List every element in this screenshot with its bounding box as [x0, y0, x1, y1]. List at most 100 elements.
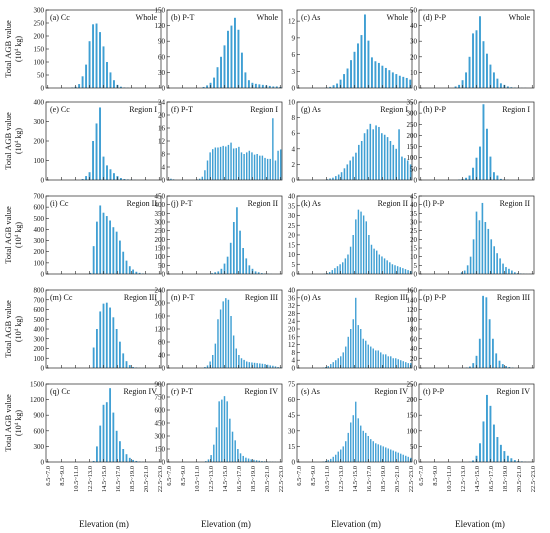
x-tick-label: 12.5~13.0 [208, 466, 215, 492]
y-axis-title: Total AGB value [3, 300, 13, 358]
bar [378, 254, 381, 274]
bar [232, 148, 235, 180]
y-tick-label: 800 [34, 287, 45, 295]
region-label: Region III [245, 293, 278, 302]
bar [392, 450, 394, 462]
panel-label: (c) As [301, 13, 320, 22]
bar [255, 460, 258, 462]
bar [472, 460, 474, 462]
bar [119, 86, 122, 88]
bar [201, 176, 204, 180]
y-tick-label: 0 [292, 271, 296, 279]
bar [337, 174, 340, 180]
y-tick-label: 4 [292, 357, 296, 365]
y-tick-label: 40 [410, 22, 418, 30]
bar [398, 129, 400, 180]
bar [490, 239, 493, 274]
bar [225, 298, 227, 369]
bar [472, 33, 474, 88]
y-tick-label: 12 [158, 138, 166, 146]
bar [350, 329, 352, 368]
bar [496, 175, 499, 180]
bar [109, 169, 112, 180]
bar [215, 427, 218, 462]
bar [372, 441, 374, 462]
bar [372, 129, 374, 180]
bar [119, 178, 122, 180]
y-tick-label: 32 [288, 302, 296, 310]
panel-label: (p) P-P [423, 293, 446, 302]
bar [343, 74, 346, 88]
bar [102, 303, 105, 368]
bar [253, 459, 255, 462]
bar [102, 212, 105, 274]
bar [481, 202, 484, 274]
bar [105, 216, 108, 274]
region-label: Region III [124, 293, 157, 302]
y-tick-label: 450 [155, 420, 166, 428]
y-tick-label: 8 [292, 114, 296, 122]
region-label: Region IV [496, 387, 530, 396]
y-tick-label: 160 [155, 313, 166, 321]
bar [489, 64, 492, 88]
y-tick-label: 15 [288, 241, 296, 249]
bar [482, 104, 485, 180]
bar [396, 266, 399, 274]
y-tick-label: 100 [407, 316, 418, 324]
bar [218, 401, 220, 462]
bar [501, 364, 504, 368]
bar [496, 253, 498, 274]
bar [478, 220, 481, 274]
panel-label: (r) P-T [171, 387, 193, 396]
y-tick-label: 60 [288, 396, 296, 404]
bar [239, 230, 241, 274]
bar [381, 256, 383, 274]
y-axis-unit: (104 kg) [14, 316, 23, 342]
y-tick-label: 400 [34, 226, 45, 234]
y-tick-label: 200 [407, 396, 418, 404]
bar [503, 451, 506, 462]
bar [234, 440, 236, 462]
y-tick-label: 0 [414, 459, 418, 467]
bar [264, 157, 266, 180]
bar [112, 227, 115, 274]
bar [214, 147, 217, 180]
bar [347, 336, 349, 368]
bar [482, 421, 485, 462]
bar [350, 422, 352, 462]
y-tick-label: 30 [410, 219, 418, 227]
y-tick-label: 1200 [30, 396, 45, 404]
y-tick-label: 0 [162, 177, 166, 185]
chart-panel: 0 150 300 450 600 750 900 (r) P-T Region IV 6.5~7… [155, 381, 285, 493]
bar [484, 222, 487, 274]
bar [366, 129, 369, 180]
bar [128, 266, 131, 274]
bar [360, 329, 362, 368]
bar [469, 256, 472, 274]
y-tick-label: 700 [34, 193, 45, 201]
y-tick-label: 350 [407, 99, 418, 107]
y-tick-label: 5 [414, 262, 418, 270]
y-tick-label: 50 [410, 7, 418, 15]
bar [132, 459, 134, 462]
chart-panel: 0 50 100 150 200 250 300 (a) Cc Whole [34, 7, 162, 93]
bar [486, 128, 488, 180]
y-tick-label: 20 [410, 53, 418, 61]
x-tick-label: 8.5~9.0 [180, 466, 187, 486]
bar [209, 361, 211, 368]
x-tick-label: 6.5~7.0 [166, 466, 173, 486]
bar [407, 456, 409, 462]
bar [335, 454, 337, 462]
y-tick-label: 250 [407, 381, 418, 389]
bar [253, 362, 256, 368]
bar [138, 272, 141, 274]
y-tick-label: 30 [288, 427, 296, 435]
bar [247, 458, 250, 462]
chart-panel: 0 4 8 12 16 20 24 (f) P-T Region I [158, 99, 283, 185]
y-tick-label: 25 [410, 227, 418, 235]
y-tick-label: 200 [34, 248, 45, 256]
bar [99, 205, 102, 274]
x-tick-label: 18.5~19.0 [380, 466, 387, 492]
bar [487, 228, 490, 274]
bar [492, 338, 494, 368]
